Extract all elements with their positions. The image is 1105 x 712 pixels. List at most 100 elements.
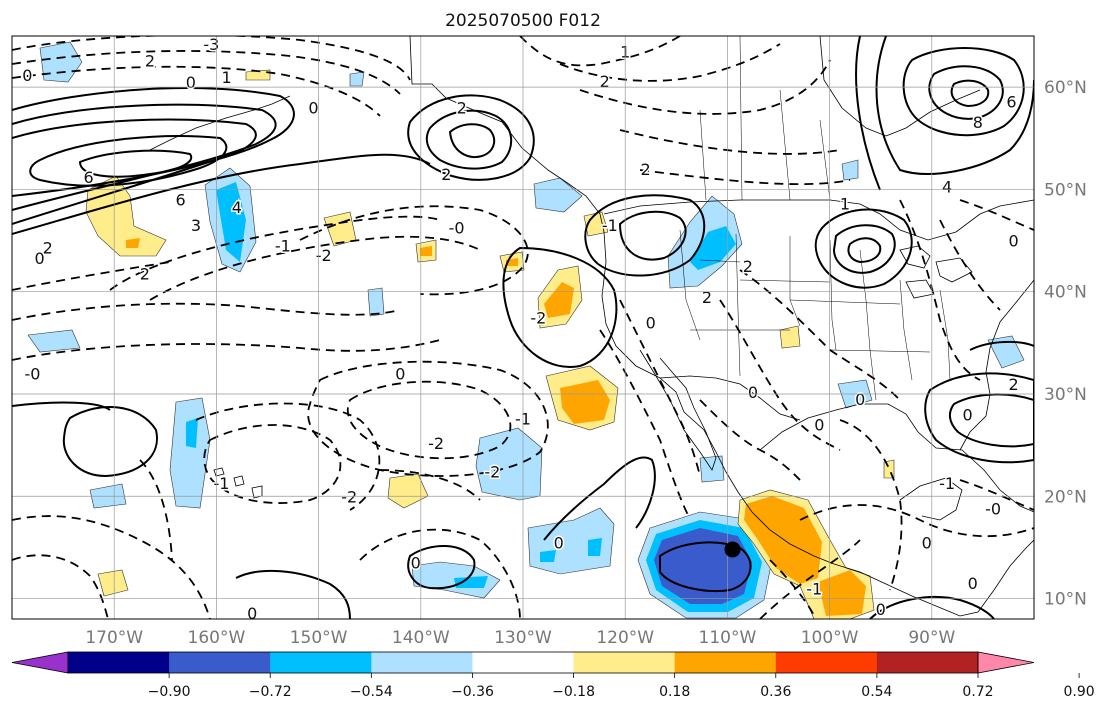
contour-line [543, 456, 656, 541]
contour-label: 0 [35, 249, 45, 268]
contour-label: -2 [316, 246, 332, 265]
latitude-ticks: 10°N 20°N 30°N 40°N 50°N 60°N [1044, 78, 1087, 609]
colorbar-tick-label: 0.18 [659, 684, 690, 700]
contour-line [139, 459, 173, 561]
contour-line [875, 36, 1034, 175]
coastline-alaska [409, 36, 605, 233]
lon-tick-label: 100°W [801, 628, 859, 648]
colorbar-segment [169, 652, 271, 673]
positive-anomaly-blob [560, 380, 610, 424]
lon-tick-label: 140°W [392, 628, 450, 648]
negative-anomaly-blob [454, 576, 488, 588]
contour-line [950, 79, 990, 108]
contour-label: 2 [140, 264, 150, 283]
contour-line [203, 424, 342, 504]
negative-anomaly-blob [169, 397, 211, 509]
contour-line [899, 199, 981, 381]
negative-anomaly-blob [841, 159, 859, 181]
contour-label: -1 [214, 474, 230, 493]
contour-line [699, 399, 801, 481]
contour-line [425, 109, 512, 170]
contour-label: 0 [855, 390, 865, 409]
lon-tick-label: 90°W [908, 628, 955, 648]
colorbar-segment [775, 652, 878, 673]
contour-line [502, 246, 618, 368]
contour-label: 2 [702, 288, 712, 307]
lat-tick-label: 60°N [1044, 78, 1087, 98]
contour-line [847, 237, 882, 264]
contour-label: 0 [814, 416, 824, 435]
contour-line [12, 87, 295, 197]
contour-line [299, 205, 529, 296]
map-frame [11, 35, 1035, 620]
positive-anomaly-blob [818, 570, 866, 616]
contour-label: 1 [840, 195, 850, 214]
anomaly-fills [27, 41, 1025, 619]
contour-label: 0 [22, 66, 32, 85]
contour-line [346, 380, 512, 460]
contour-label: 0 [748, 383, 758, 402]
contour-line [619, 129, 841, 155]
contour-line [659, 541, 752, 592]
dashed-contours [12, 36, 1034, 619]
contour-line [78, 149, 193, 178]
colorbar-segment [876, 652, 979, 673]
coastline-east-us [959, 279, 1034, 451]
contour-line [12, 103, 277, 211]
colorbar-segment [472, 652, 575, 673]
contour-label: 3 [191, 216, 201, 235]
colorbar-extend-high [977, 651, 1035, 674]
contour-line [109, 215, 441, 291]
contour-label: 0 [554, 533, 564, 552]
contour-line [814, 208, 913, 289]
contour-line [407, 94, 535, 181]
solid-contours [12, 36, 1034, 619]
contour-line [959, 199, 1034, 231]
positive-anomaly-blob [544, 282, 574, 318]
contour-label: 2 [145, 52, 155, 71]
contour-line [769, 559, 817, 619]
contour-line [584, 194, 706, 277]
contour-line [759, 539, 861, 619]
negative-anomaly-blob [186, 418, 198, 448]
contour-label: 2 [600, 72, 610, 91]
colorbar-tick-label: −0.54 [350, 684, 393, 700]
contour-line [379, 469, 481, 501]
coastline-west-us [601, 231, 835, 565]
contour-line [799, 504, 1034, 538]
contour-line [939, 219, 1001, 311]
contour-label: -1 [275, 237, 291, 256]
contour-label: 0 [247, 604, 257, 623]
contour-label: 2 [441, 165, 451, 184]
colorbar: −0.90 −0.72 −0.54 −0.36 −0.18 0.18 0.36 0.54 0.7… [11, 651, 1095, 700]
contour-label: -2 [530, 308, 546, 327]
colorbar-tick-label: 0.36 [760, 684, 791, 700]
longitude-ticks: 170°W 160°W 150°W 140°W 130°W 120°W 110°W 100°W… [85, 628, 955, 648]
graticule [12, 36, 1034, 619]
colorbar-tick-label: 0.72 [962, 684, 993, 700]
contour-line [599, 329, 691, 520]
lon-tick-label: 150°W [290, 628, 348, 648]
negative-anomaly-blob [27, 329, 81, 353]
coastline-central-america [833, 539, 1034, 617]
contour-label: 8 [973, 113, 983, 132]
contour-label: -2 [484, 463, 500, 482]
negative-anomaly-blob [367, 287, 385, 317]
contour-line [12, 302, 401, 321]
lon-tick-label: 110°W [699, 628, 757, 648]
contour-label: 0 [962, 405, 972, 424]
contour-label: 6 [176, 191, 186, 210]
contour-label: -0 [985, 500, 1001, 519]
contour-line [959, 479, 1034, 511]
contour-line [12, 554, 109, 619]
contour-label: 0 [646, 313, 656, 332]
contour-label: -1 [939, 474, 955, 493]
negative-anomaly-blob [987, 335, 1025, 369]
colorbar-extend-low [11, 651, 69, 674]
colorbar-segment [573, 652, 676, 673]
contour-line [924, 372, 1034, 464]
contour-label: 0 [186, 73, 196, 92]
border-us-mexico [659, 375, 801, 421]
